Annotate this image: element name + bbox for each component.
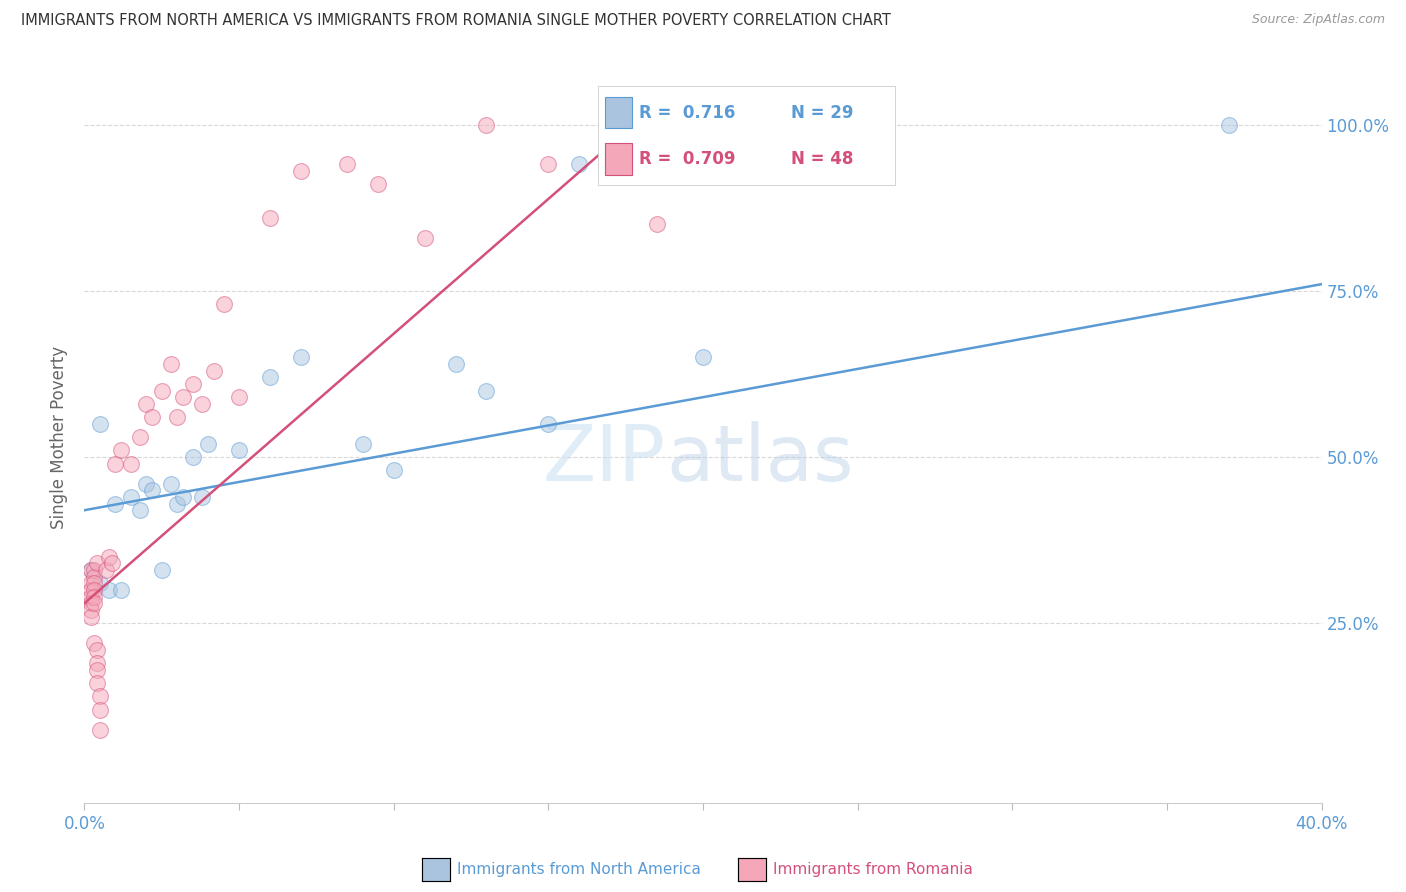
Point [79, 563, 101, 577]
Point [86, 656, 108, 670]
Point [166, 410, 188, 425]
Point [86, 557, 108, 571]
Point [692, 351, 714, 365]
Point [259, 211, 281, 225]
Text: Source: ZipAtlas.com: Source: ZipAtlas.com [1251, 13, 1385, 27]
Point [120, 490, 142, 504]
Point [475, 384, 498, 398]
Point [101, 557, 124, 571]
Point [197, 436, 219, 450]
Point [290, 351, 312, 365]
Point [104, 497, 127, 511]
Point [104, 457, 127, 471]
Text: N = 29: N = 29 [790, 103, 853, 121]
Point [135, 397, 157, 411]
Point [645, 217, 668, 231]
Point [83, 563, 105, 577]
Point [537, 157, 560, 171]
Point [172, 390, 194, 404]
Text: N = 48: N = 48 [790, 150, 853, 168]
Point [98, 549, 121, 564]
Point [212, 297, 235, 311]
Point [79, 603, 101, 617]
Point [181, 376, 204, 391]
FancyBboxPatch shape [605, 144, 631, 175]
Point [599, 157, 621, 171]
Point [110, 582, 132, 597]
Point [86, 643, 108, 657]
Point [135, 476, 157, 491]
Point [568, 157, 591, 171]
Point [79, 576, 101, 591]
Point [290, 164, 312, 178]
Point [352, 436, 374, 450]
Point [181, 450, 204, 464]
Point [89, 723, 111, 737]
Point [166, 497, 188, 511]
Point [83, 582, 105, 597]
Text: Immigrants from Romania: Immigrants from Romania [773, 863, 973, 877]
Text: Immigrants from North America: Immigrants from North America [457, 863, 700, 877]
Point [94, 563, 117, 577]
Point [367, 178, 389, 192]
Point [160, 476, 183, 491]
Point [110, 443, 132, 458]
Point [89, 703, 111, 717]
Point [86, 676, 108, 690]
Point [537, 417, 560, 431]
Point [202, 363, 225, 377]
Point [382, 463, 405, 477]
Y-axis label: Single Mother Poverty: Single Mother Poverty [51, 345, 69, 529]
Point [89, 690, 111, 704]
Point [191, 397, 214, 411]
Point [336, 157, 359, 171]
Point [150, 563, 173, 577]
Point [141, 483, 163, 498]
Point [83, 636, 105, 650]
Point [129, 430, 152, 444]
Text: atlas: atlas [666, 421, 853, 497]
Point [129, 503, 152, 517]
FancyBboxPatch shape [605, 97, 631, 128]
Point [120, 457, 142, 471]
Point [150, 384, 173, 398]
Point [475, 118, 498, 132]
Text: IMMIGRANTS FROM NORTH AMERICA VS IMMIGRANTS FROM ROMANIA SINGLE MOTHER POVERTY C: IMMIGRANTS FROM NORTH AMERICA VS IMMIGRA… [21, 13, 891, 29]
Point [141, 410, 163, 425]
Point [86, 663, 108, 677]
Point [89, 417, 111, 431]
Point [79, 582, 101, 597]
Point [160, 357, 183, 371]
Point [228, 390, 250, 404]
Point [83, 570, 105, 584]
Point [259, 370, 281, 384]
Point [79, 590, 101, 604]
Point [172, 490, 194, 504]
Point [79, 563, 101, 577]
Point [79, 609, 101, 624]
Point [444, 357, 467, 371]
Point [83, 576, 105, 591]
Point [1218, 118, 1240, 132]
Text: ZIP: ZIP [543, 421, 666, 497]
Point [89, 576, 111, 591]
Point [228, 443, 250, 458]
Point [83, 596, 105, 610]
Point [191, 490, 214, 504]
Point [98, 582, 121, 597]
Text: R =  0.716: R = 0.716 [640, 103, 735, 121]
Text: R =  0.709: R = 0.709 [640, 150, 735, 168]
Point [83, 590, 105, 604]
Point [413, 230, 436, 244]
Point [79, 596, 101, 610]
